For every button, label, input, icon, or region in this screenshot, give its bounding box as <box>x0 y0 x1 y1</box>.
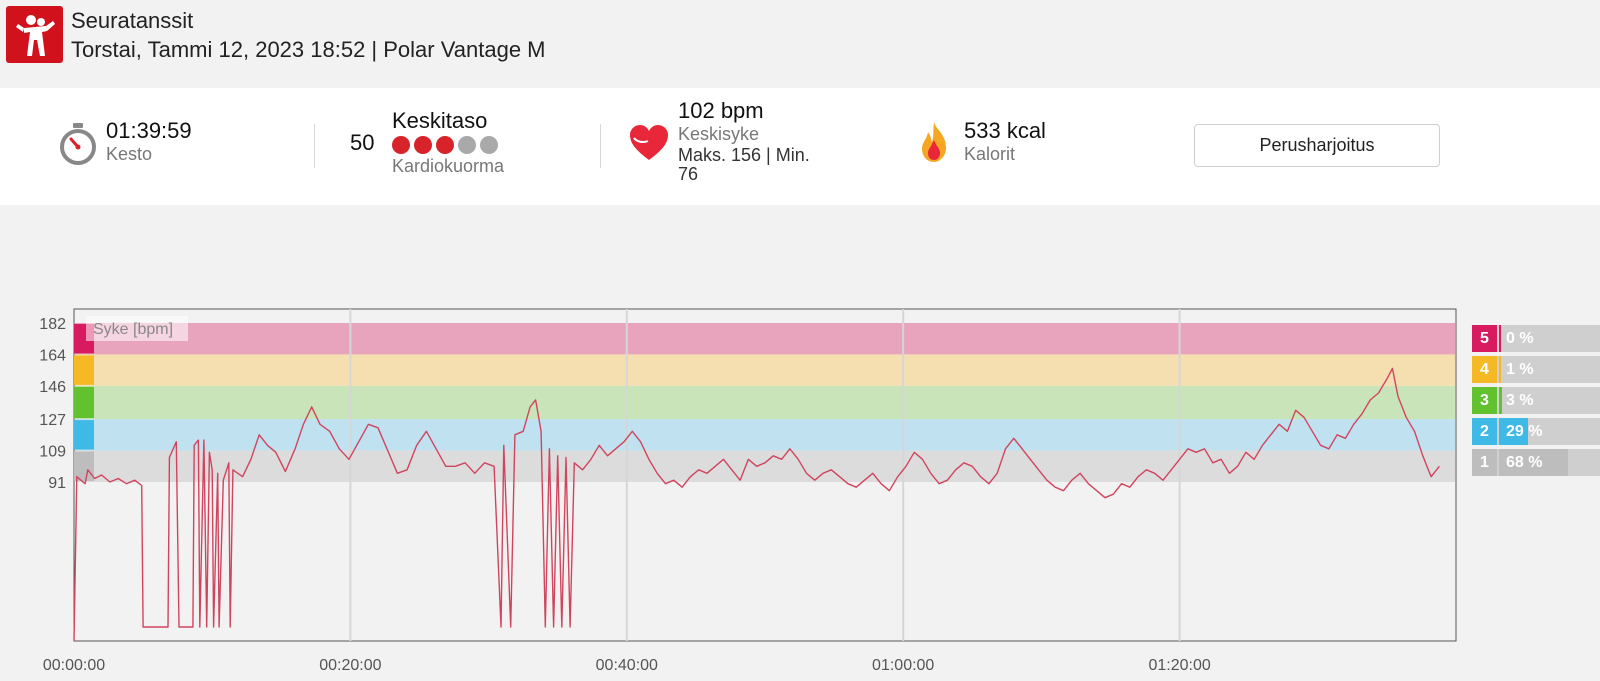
duration-value: 01:39:59 <box>106 118 192 143</box>
session-header: Seuratanssit Torstai, Tammi 12, 2023 18:… <box>0 0 1600 80</box>
duration-label: Kesto <box>106 144 153 164</box>
zone-tab-2 <box>74 420 94 450</box>
zone-bands <box>75 322 1455 482</box>
zone-number: 5 <box>1472 325 1497 352</box>
zone-summary: 5 0 % 4 1 % 3 3 % 2 29 % 1 68 % <box>1472 325 1600 480</box>
cardio-load-level: Keskitaso <box>392 108 488 133</box>
duration-metric: 01:39:59 Kesto <box>106 118 192 165</box>
cardio-load-value: 50 <box>350 130 375 155</box>
y-tick-label: 109 <box>39 444 66 461</box>
x-tick-label: 00:40:00 <box>596 657 658 674</box>
divider <box>314 124 315 168</box>
zone-band-5 <box>75 322 1455 355</box>
zone-row-5: 5 0 % <box>1472 325 1600 352</box>
x-tick-label: 00:20:00 <box>319 657 381 674</box>
heart-rate-metric: 102 bpm Keskisyke Maks. 156 | Min. 76 <box>678 98 858 183</box>
heart-rate-line <box>73 367 1440 642</box>
zone-fill <box>1499 325 1501 352</box>
zone-fill <box>1499 418 1529 445</box>
cardio-load-label: Kardiokuorma <box>392 156 505 176</box>
y-tick-label: 91 <box>48 475 66 492</box>
cardio-dot-filled <box>392 136 410 154</box>
y-tick-label: 127 <box>39 412 66 429</box>
y-axis-ticks: 182 164 146 127 109 91 <box>39 316 66 492</box>
cardio-load-dots <box>392 136 504 154</box>
series-label-bg <box>86 316 188 341</box>
zone-percent: 1 % <box>1506 360 1534 378</box>
zone-percent: 68 % <box>1506 453 1543 471</box>
zone-fill <box>1499 356 1501 383</box>
zone-row-1: 1 68 % <box>1472 449 1600 476</box>
cardio-dot-empty <box>458 136 476 154</box>
training-mode-button[interactable]: Perusharjoitus <box>1194 124 1440 167</box>
y-tick-label: 164 <box>39 347 66 364</box>
zone-band-4 <box>75 354 1455 386</box>
zone-row-4: 4 1 % <box>1472 356 1600 383</box>
heart-icon <box>629 124 669 167</box>
stopwatch-icon <box>58 122 98 171</box>
zone-fill <box>1499 387 1503 414</box>
zone-number: 3 <box>1472 387 1497 414</box>
cardio-load-number: 50 <box>350 130 374 156</box>
zone-fill <box>1499 449 1568 476</box>
zone-row-2: 2 29 % <box>1472 418 1600 445</box>
x-tick-label: 01:20:00 <box>1148 657 1210 674</box>
heart-rate-label: Keskisyke <box>678 124 760 144</box>
session-date-device: Torstai, Tammi 12, 2023 18:52 | Polar Va… <box>71 37 546 62</box>
calories-value: 533 kcal <box>964 118 1046 143</box>
cardio-dot-filled <box>436 136 454 154</box>
zone-percent: 29 % <box>1506 422 1543 440</box>
zone-percent: 3 % <box>1506 391 1534 409</box>
heart-rate-max-min: Maks. 156 | Min. <box>678 145 810 165</box>
zone-number: 1 <box>1472 449 1497 476</box>
flame-icon <box>918 120 950 169</box>
heart-rate-chart[interactable]: 182 164 146 127 109 91 00:00:00 00:20:00 00:40:… <box>0 300 1600 681</box>
y-tick-label: 182 <box>39 316 66 333</box>
zone-number: 2 <box>1472 418 1497 445</box>
cardio-dot-filled <box>414 136 432 154</box>
zone-number: 4 <box>1472 356 1497 383</box>
zone-tabs <box>74 323 94 481</box>
zone-percent: 0 % <box>1506 329 1534 347</box>
calories-label: Kalorit <box>964 144 1016 164</box>
zone-row-3: 3 3 % <box>1472 387 1600 414</box>
zone-tab-3 <box>74 386 94 419</box>
sport-name: Seuratanssit <box>71 8 194 33</box>
heart-rate-avg: 102 bpm <box>678 98 764 123</box>
x-tick-label: 01:00:00 <box>872 657 934 674</box>
cardio-load-metric: Keskitaso Kardiokuorma <box>392 108 504 177</box>
heart-rate-min-value: 76 <box>678 164 699 184</box>
zone-tab-1 <box>74 451 94 481</box>
dancing-couple-icon <box>6 6 63 63</box>
x-tick-label: 00:00:00 <box>43 657 105 674</box>
y-tick-label: 146 <box>39 379 66 396</box>
series-label: Syke [bpm] <box>93 321 173 338</box>
zone-tab-4 <box>74 355 94 385</box>
zone-band-3 <box>75 385 1455 420</box>
zone-band-2 <box>75 419 1455 451</box>
calories-metric: 533 kcal Kalorit <box>964 118 1046 165</box>
divider <box>600 124 601 168</box>
grid-lines <box>349 309 1181 641</box>
cardio-dot-empty <box>480 136 498 154</box>
summary-panel: 01:39:59 Kesto 50 Keskitaso Kardiokuorma… <box>0 88 1600 205</box>
x-axis-ticks: 00:00:00 00:20:00 00:40:00 01:00:00 01:20:00 <box>43 657 1211 674</box>
